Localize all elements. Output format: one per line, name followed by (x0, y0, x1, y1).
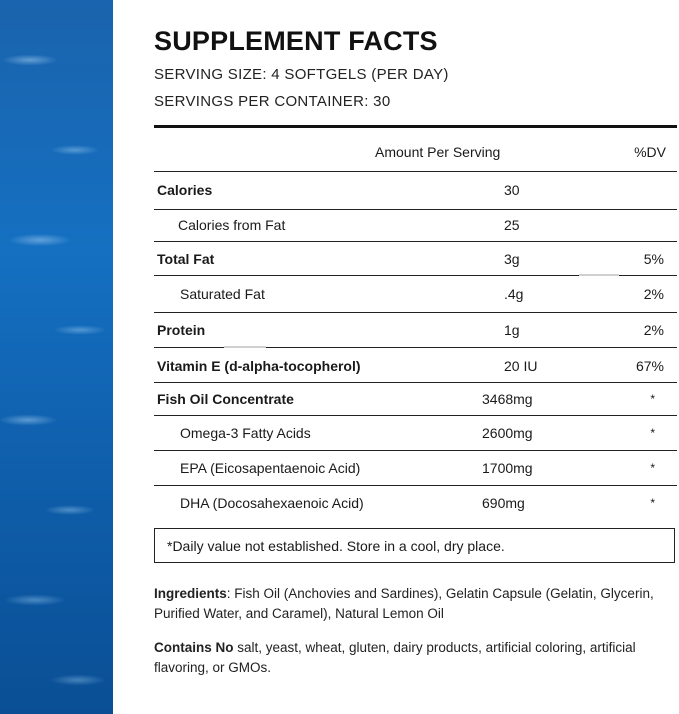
table-row-vitamin-e: Vitamin E (d-alpha-tocopherol) 20 IU 67% (154, 349, 677, 383)
row-label: Calories from Fat (178, 217, 286, 233)
amount-per-serving-header: Amount Per Serving (375, 144, 501, 160)
contains-no-text: salt, yeast, wheat, gluten, dairy produc… (154, 640, 636, 675)
row-divider (154, 275, 677, 276)
print-smudge (224, 346, 266, 348)
table-row-dha: DHA (Docosahexaenoic Acid) 690mg * (154, 486, 677, 520)
row-dv: * (650, 392, 655, 406)
fish-school-background-image (0, 0, 113, 714)
table-row-protein: Protein 1g 2% (154, 313, 677, 347)
row-divider (154, 347, 677, 348)
row-amount: .4g (504, 286, 524, 302)
row-label: Omega-3 Fatty Acids (180, 425, 311, 441)
row-dv: * (650, 461, 655, 475)
row-divider (154, 209, 677, 210)
table-row-omega-3: Omega-3 Fatty Acids 2600mg * (154, 416, 677, 450)
ingredients-text: : Fish Oil (Anchovies and Sardines), Gel… (154, 586, 654, 621)
thick-divider (154, 125, 677, 128)
row-label: EPA (Eicosapentaenoic Acid) (180, 460, 361, 476)
note-text: *Daily value not established. Store in a… (167, 537, 505, 554)
daily-value-note: *Daily value not established. Store in a… (154, 528, 675, 563)
contains-no-label: Contains No (154, 640, 234, 655)
row-amount: 2600mg (482, 425, 533, 441)
table-header-row: Amount Per Serving %DV (154, 135, 677, 169)
row-label: Vitamin E (d-alpha-tocopherol) (157, 358, 361, 374)
contains-no-paragraph: Contains No salt, yeast, wheat, gluten, … (154, 638, 674, 678)
dv-header: %DV (634, 144, 666, 160)
page-title: SUPPLEMENT FACTS (154, 26, 438, 56)
row-amount: 25 (504, 217, 520, 233)
serving-size: SERVING SIZE: 4 SOFTGELS (PER DAY) (154, 66, 449, 83)
row-dv: 2% (643, 286, 664, 302)
row-label: Protein (157, 322, 206, 338)
table-row-epa: EPA (Eicosapentaenoic Acid) 1700mg * (154, 451, 677, 485)
table-row-fish-oil-concentrate: Fish Oil Concentrate 3468mg * (154, 382, 677, 416)
row-divider (154, 415, 677, 416)
table-row-total-fat: Total Fat 3g 5% (154, 242, 677, 276)
row-amount: 1g (504, 322, 520, 338)
row-divider (154, 312, 677, 313)
row-dv: 67% (635, 358, 664, 374)
row-divider (154, 241, 677, 242)
row-label: DHA (Docosahexaenoic Acid) (180, 495, 364, 511)
row-divider (154, 382, 677, 383)
row-divider (154, 171, 677, 172)
ingredients-label: Ingredients (154, 586, 227, 601)
row-amount: 20 IU (504, 358, 538, 374)
row-dv: 5% (643, 251, 664, 267)
row-divider (154, 485, 677, 486)
ingredients-paragraph: Ingredients: Fish Oil (Anchovies and Sar… (154, 584, 674, 624)
row-label: Saturated Fat (180, 286, 265, 302)
row-label: Fish Oil Concentrate (157, 391, 294, 407)
row-dv: * (650, 496, 655, 510)
row-amount: 1700mg (482, 460, 533, 476)
servings-per-container: SERVINGS PER CONTAINER: 30 (154, 93, 391, 110)
table-row-saturated-fat: Saturated Fat .4g 2% (154, 277, 677, 311)
row-amount: 3468mg (482, 391, 533, 407)
row-amount: 3g (504, 251, 520, 267)
row-amount: 690mg (482, 495, 525, 511)
row-amount: 30 (504, 182, 520, 198)
row-label: Calories (157, 182, 213, 198)
row-dv: 2% (643, 322, 664, 338)
table-row-calories-from-fat: Calories from Fat 25 (154, 208, 677, 242)
row-divider (154, 450, 677, 451)
table-row-calories: Calories 30 (154, 173, 677, 207)
print-smudge (579, 274, 619, 276)
row-label: Total Fat (157, 251, 215, 267)
row-dv: * (650, 426, 655, 440)
